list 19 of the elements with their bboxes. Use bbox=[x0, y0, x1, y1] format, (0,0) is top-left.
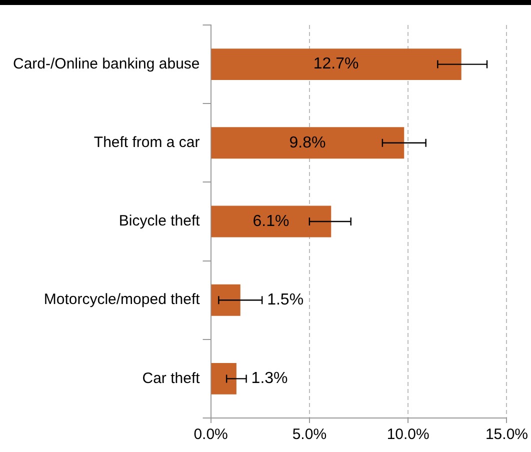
y-tick-label: Theft from a car bbox=[94, 134, 200, 152]
y-tick-label: Card-/Online banking abuse bbox=[12, 55, 200, 72]
bar bbox=[211, 206, 332, 238]
x-tick-label: 5.0% bbox=[292, 426, 327, 444]
data-label: 1.3% bbox=[251, 370, 288, 388]
x-tick-label: 0.0% bbox=[194, 426, 228, 444]
bar bbox=[211, 48, 462, 80]
y-tick-label: Bicycle theft bbox=[118, 212, 201, 230]
data-label: 1.5% bbox=[267, 292, 304, 309]
data-label: 9.8% bbox=[289, 134, 326, 152]
x-tick-label: 10.0% bbox=[386, 426, 430, 444]
data-label: 12.7% bbox=[313, 56, 359, 73]
y-tick-label: Car theft bbox=[142, 370, 201, 387]
x-tick-label: 15.0% bbox=[485, 426, 528, 444]
bar bbox=[211, 127, 404, 159]
bar bbox=[211, 284, 240, 316]
bar bbox=[211, 362, 236, 394]
y-tick-label: Motorcycle/moped theft bbox=[44, 291, 201, 308]
data-label: 6.1% bbox=[252, 212, 290, 230]
